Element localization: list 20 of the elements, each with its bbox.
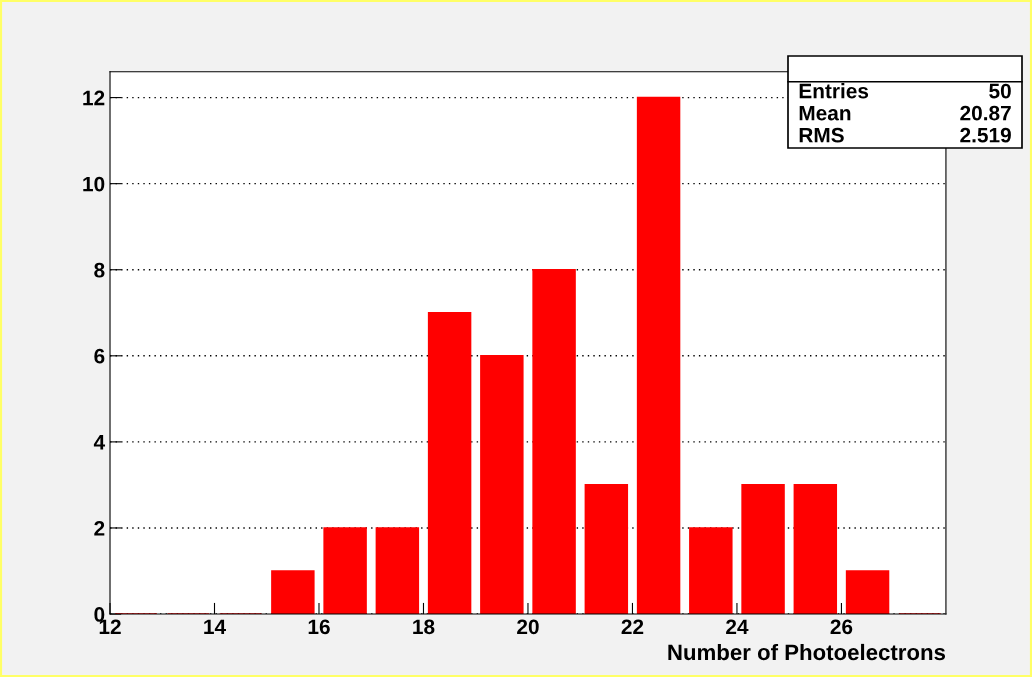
annotation: Entries <box>799 83 869 99</box>
y-tick-label: 10 <box>83 176 105 192</box>
text: 20.87 <box>960 105 1011 121</box>
text: 50 <box>989 83 1011 99</box>
y-tick-label: 2 <box>94 520 105 536</box>
x-tick-label: 20 <box>517 619 539 635</box>
y-tick-label: 12 <box>83 90 105 106</box>
x-tick-label: 16 <box>308 619 330 635</box>
y-tick-label: 8 <box>94 262 105 278</box>
x-axis-title: Number of Photoelectrons <box>668 643 946 661</box>
text: 2.519 <box>960 127 1011 143</box>
annotation: Mean <box>799 105 851 121</box>
y-tick-label: 6 <box>94 348 105 364</box>
x-tick-label: 18 <box>413 619 435 635</box>
x-tick-label: 14 <box>204 619 226 634</box>
y-tick-label: 4 <box>93 435 106 450</box>
x-tick-label: 24 <box>726 619 749 634</box>
annotation: RMS <box>799 127 844 143</box>
x-tick-label: 22 <box>621 619 644 634</box>
x-tick-label: 26 <box>830 619 853 635</box>
